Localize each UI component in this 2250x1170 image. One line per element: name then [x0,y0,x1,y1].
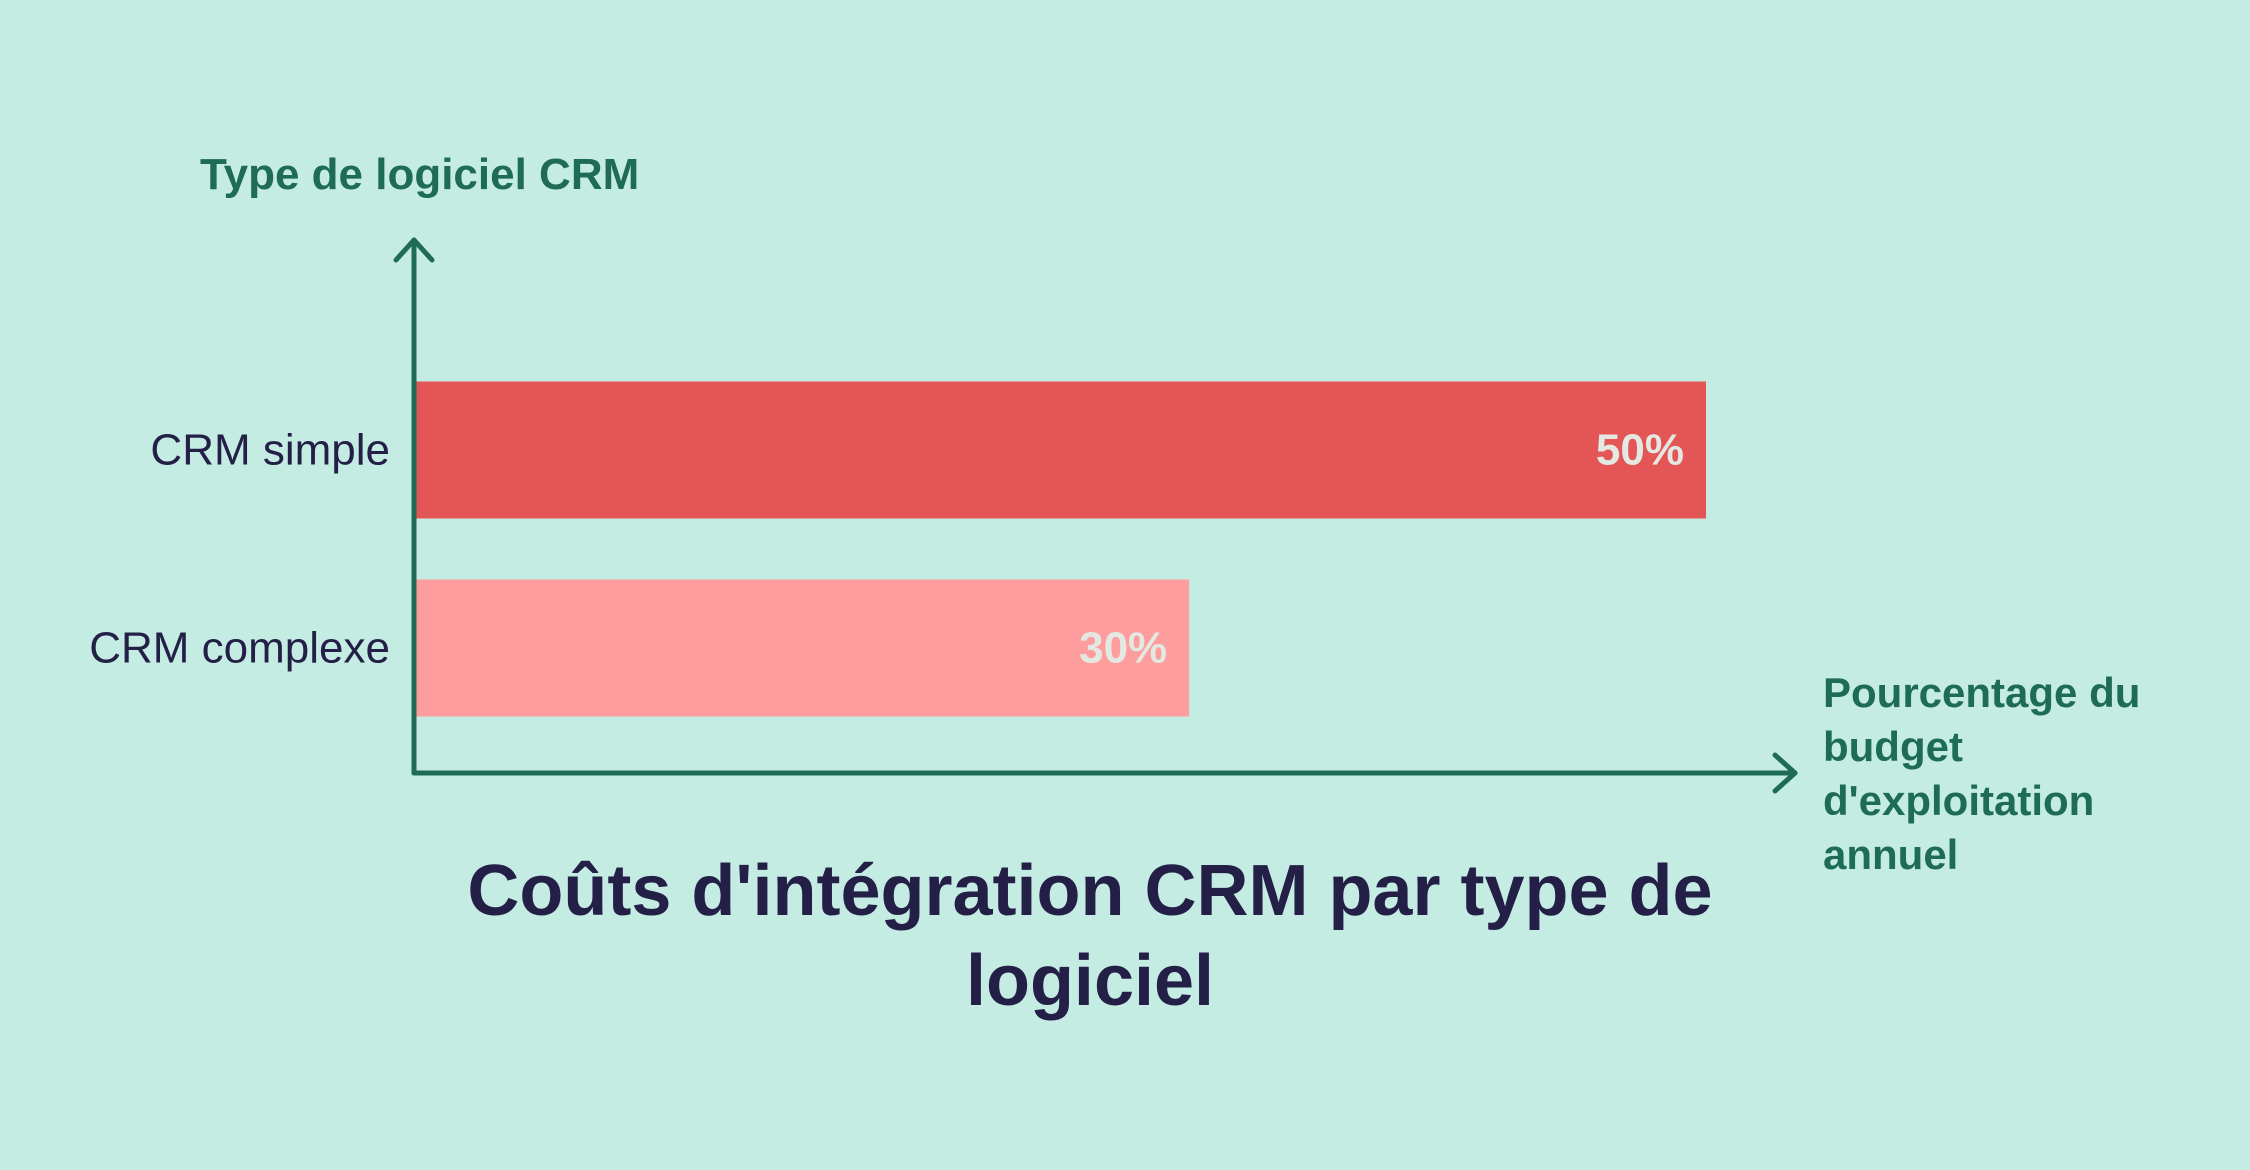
category-label-1: CRM simple [150,426,390,475]
chart-title: Coûts d'intégration CRM par type de logi… [467,851,1713,1021]
y-axis-title: Type de logiciel CRM [200,150,640,199]
bar-value-label-1: 50% [1596,426,1684,475]
bars-group [414,381,1706,717]
x-axis-title: Pourcentage du budget d'exploitation ann… [1823,669,2141,878]
bar-value-label-2: 30% [1079,624,1167,673]
y-axis-arrow-icon [393,237,435,263]
x-axis-arrow-icon [1772,752,1798,794]
category-label-2: CRM complexe [89,624,390,673]
axes-group [393,237,1798,794]
bar-2 [414,579,1190,717]
labels-group: 50% CRM simple 30% CRM complexe [89,426,1684,673]
bar-1 [414,381,1706,519]
